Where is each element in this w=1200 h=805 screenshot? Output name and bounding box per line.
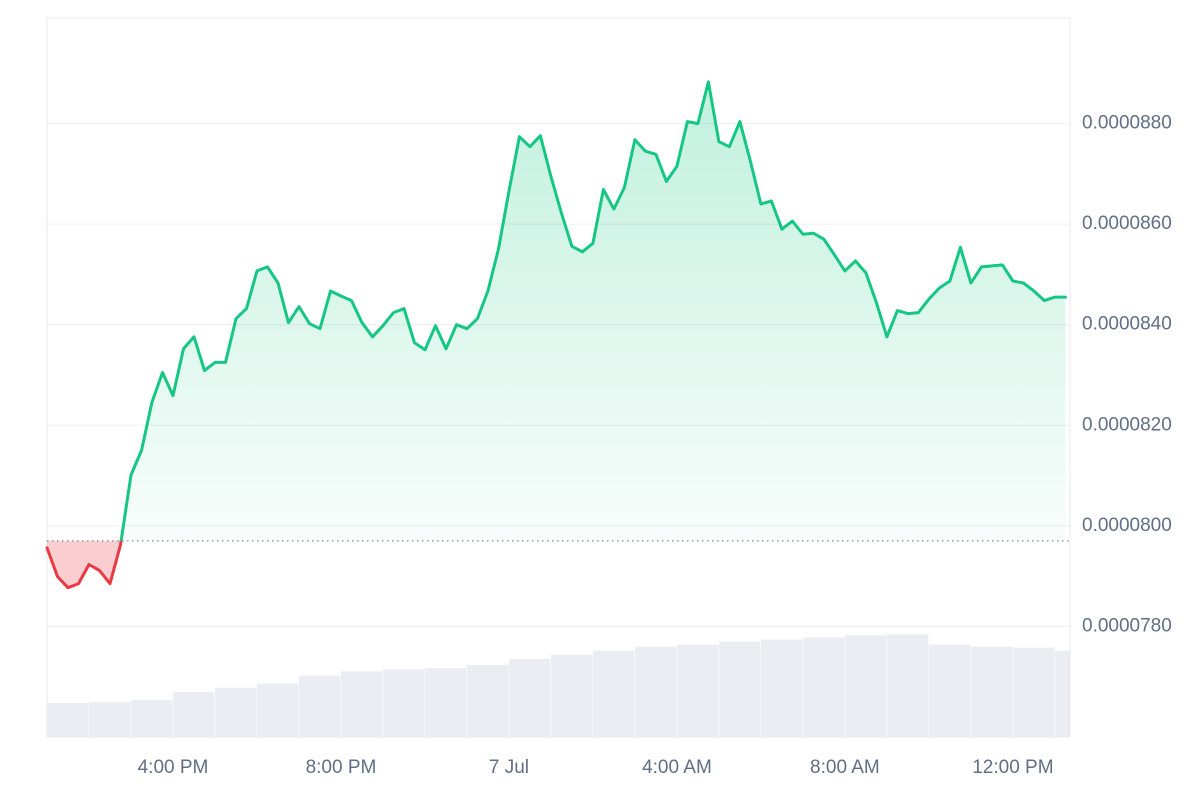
volume-bar xyxy=(676,644,719,737)
x-tick-label: 7 Jul xyxy=(489,757,529,778)
volume-bar xyxy=(802,637,845,737)
volume-bar xyxy=(886,634,929,737)
volume-bar xyxy=(88,702,131,737)
volume-bar xyxy=(47,703,89,737)
volume-bar xyxy=(592,650,635,737)
y-tick-label: 0.0000780 xyxy=(1082,615,1172,636)
volume-bar xyxy=(172,691,215,737)
volume-bar xyxy=(382,669,425,737)
volume-bar xyxy=(508,658,551,737)
x-tick-label: 8:00 AM xyxy=(810,757,880,778)
volume-bar xyxy=(550,654,593,737)
volume-bar xyxy=(844,635,887,737)
volume-bar xyxy=(634,646,677,737)
volume-bar xyxy=(1012,647,1055,737)
volume-bar xyxy=(466,665,509,737)
volume-bar xyxy=(760,639,803,737)
volume-bar xyxy=(1054,650,1070,737)
x-tick-label: 12:00 PM xyxy=(972,757,1053,778)
y-tick-label: 0.0000880 xyxy=(1082,113,1172,134)
y-tick-label: 0.0000840 xyxy=(1082,314,1172,335)
price-line xyxy=(45,80,1067,590)
y-tick-label: 0.0000800 xyxy=(1082,515,1172,536)
volume-bar xyxy=(718,641,761,737)
volume-bar xyxy=(928,644,971,737)
y-tick-label: 0.0000860 xyxy=(1082,213,1172,234)
volume-bar xyxy=(424,668,467,737)
volume-bar xyxy=(130,700,173,737)
x-tick-label: 4:00 PM xyxy=(138,757,209,778)
volume-bar xyxy=(256,683,299,737)
y-tick-label: 0.0000820 xyxy=(1082,414,1172,435)
volume-bar xyxy=(340,671,383,737)
x-tick-label: 4:00 AM xyxy=(642,757,712,778)
volume-bar xyxy=(214,687,257,737)
volume-bar xyxy=(298,675,341,737)
volume-bar xyxy=(970,646,1013,737)
price-area xyxy=(47,81,1066,588)
x-tick-label: 8:00 PM xyxy=(306,757,377,778)
